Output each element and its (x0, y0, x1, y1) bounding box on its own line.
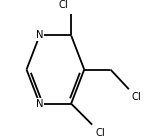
Text: N: N (36, 30, 43, 40)
Text: N: N (36, 99, 43, 109)
Text: Cl: Cl (58, 0, 68, 10)
Text: Cl: Cl (95, 128, 105, 137)
Text: Cl: Cl (132, 92, 142, 102)
